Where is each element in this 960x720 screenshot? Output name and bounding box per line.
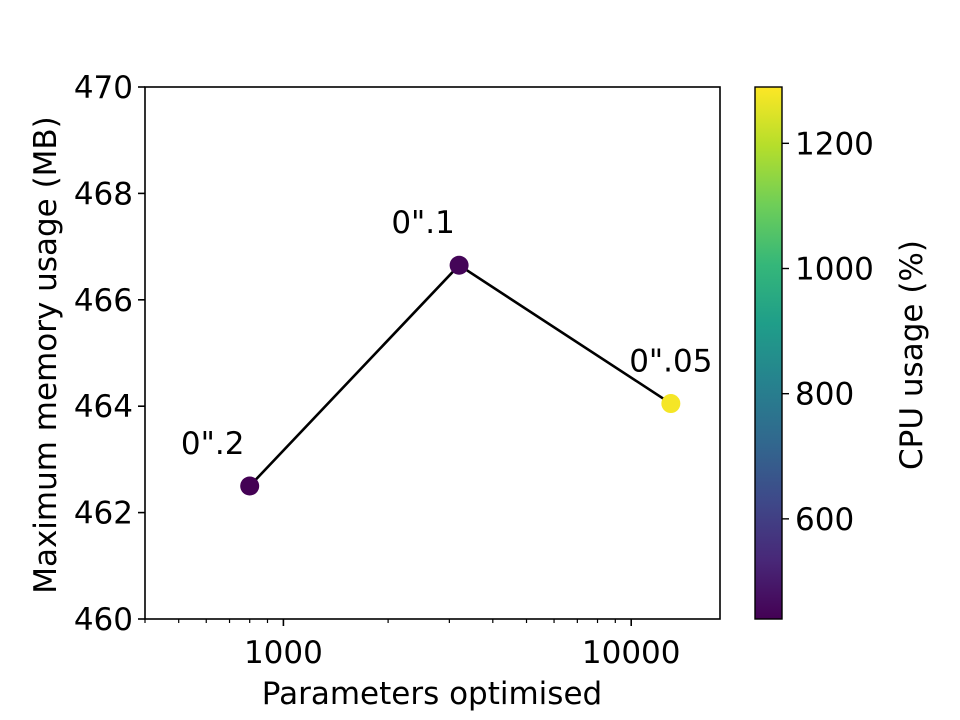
y-tick-label: 468 (74, 176, 133, 212)
plot-area: 460 462 464 466 468 470 1000 10000 0".2 0".1 0".05 (74, 70, 721, 671)
y-tick-label: 460 (74, 602, 133, 638)
y-tick-label: 470 (74, 70, 133, 106)
y-tick-label: 462 (74, 496, 133, 532)
axes-frame (144, 86, 721, 620)
colorbar-tick-label: 600 (795, 502, 854, 538)
x-tick-label: 1000 (244, 635, 323, 671)
data-point (449, 255, 469, 275)
colorbar-tick-label: 1000 (795, 252, 874, 288)
colorbar-tick-label: 1200 (795, 126, 874, 162)
y-tick-label: 466 (74, 283, 133, 319)
x-axis-label: Parameters optimised (262, 676, 602, 712)
point-label: 0".1 (391, 205, 455, 241)
colorbar-gradient (754, 86, 783, 620)
point-label: 0".2 (181, 426, 245, 462)
y-tick-label: 464 (74, 389, 133, 425)
series-line (248, 263, 672, 487)
colorbar: 600 800 1000 1200 (754, 86, 874, 620)
data-point (661, 394, 681, 414)
data-point (240, 476, 260, 496)
x-tick-label: 10000 (582, 635, 681, 671)
colorbar-label: CPU usage (%) (894, 240, 930, 470)
point-label: 0".05 (629, 344, 712, 380)
colorbar-tick-label: 800 (795, 377, 854, 413)
y-axis-label: Maximum memory usage (MB) (28, 116, 64, 594)
